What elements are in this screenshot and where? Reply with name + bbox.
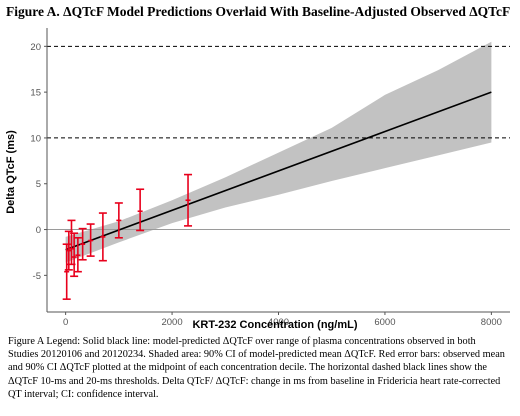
y-tick-label: 15 bbox=[30, 88, 41, 99]
chart-svg: -5 0 5 10 15 20 0 2000 4000 6000 8000 Delta QTcF (… bbox=[5, 28, 510, 331]
error-bar bbox=[114, 202, 123, 239]
x-tick-label: 0 bbox=[63, 317, 68, 328]
y-tick-label: 20 bbox=[30, 42, 41, 53]
y-tick-label: 5 bbox=[36, 179, 41, 190]
y-axis-label: Delta QTcF (ms) bbox=[5, 130, 17, 214]
x-tick-label: 4000 bbox=[268, 317, 289, 328]
reference-lines-layer bbox=[47, 45, 510, 231]
figure-title: Figure A. ΔQTcF Model Predictions Overla… bbox=[6, 4, 511, 19]
model-prediction-line bbox=[65, 91, 492, 251]
figure-legend-text: Figure A Legend: Solid black line: model… bbox=[8, 336, 505, 400]
error-bar bbox=[184, 173, 193, 227]
axes-layer: -5 0 5 10 15 20 0 2000 4000 6000 8000 bbox=[30, 28, 510, 328]
error-bar bbox=[73, 236, 82, 273]
error-bar bbox=[70, 232, 79, 278]
x-tick-label: 8000 bbox=[481, 317, 502, 328]
ci-band bbox=[65, 41, 492, 263]
ci-band-layer bbox=[65, 41, 492, 263]
error-bar bbox=[98, 212, 107, 262]
model-line-layer bbox=[65, 91, 492, 251]
x-tick-label: 6000 bbox=[374, 317, 395, 328]
y-tick-label: -5 bbox=[33, 271, 41, 282]
y-tick-label: 0 bbox=[36, 225, 41, 236]
y-tick-label: 10 bbox=[30, 133, 41, 144]
error-bar bbox=[78, 227, 87, 261]
error-bar bbox=[136, 188, 145, 232]
x-axis-label: KRT-232 Concentration (ng/mL) bbox=[192, 319, 357, 331]
error-bars-layer bbox=[62, 173, 193, 300]
error-bar bbox=[86, 223, 95, 257]
x-tick-label: 2000 bbox=[161, 317, 182, 328]
error-bar bbox=[62, 243, 71, 300]
